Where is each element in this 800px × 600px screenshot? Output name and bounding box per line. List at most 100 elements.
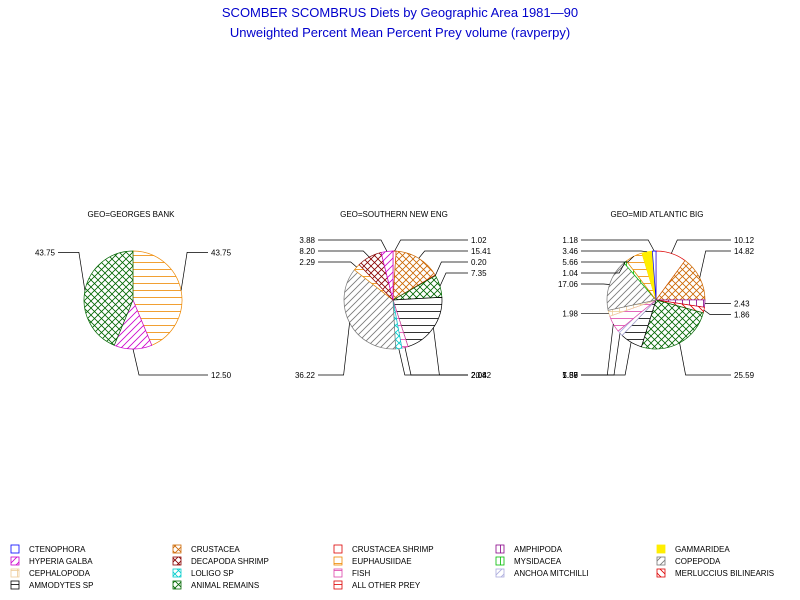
legend-label: CEPHALOPODA <box>29 569 91 578</box>
slice-value-label: 25.59 <box>734 371 755 380</box>
legend-item-cephalopoda: CEPHALOPODA <box>10 568 91 578</box>
pie-title: GEO=SOUTHERN NEW ENG <box>340 210 448 219</box>
slice-value-label: 0.20 <box>471 258 487 267</box>
leader-line <box>435 261 468 276</box>
leader-line <box>394 239 468 252</box>
leader-line <box>180 252 208 291</box>
legend-item-euphausiidae: EUPHAUSIIDAE <box>333 556 412 566</box>
slice-value-label: 1.89 <box>562 371 578 380</box>
slice-value-label: 2.04 <box>471 371 487 380</box>
legend-swatch <box>333 568 343 578</box>
legend-item-animal-remains: ANIMAL REMAINS <box>172 580 259 590</box>
slice-value-label: 7.35 <box>471 269 487 278</box>
slice-value-label: 12.50 <box>211 371 232 380</box>
legend-item-fish: FISH <box>333 568 370 578</box>
legend-swatch <box>10 568 20 578</box>
pie-title: GEO=MID ATLANTIC BIG <box>611 210 704 219</box>
slice-value-label: 43.75 <box>35 248 56 257</box>
leader-line <box>703 309 731 315</box>
slice-value-label: 10.12 <box>734 236 755 245</box>
legend-swatch <box>333 580 343 590</box>
pie-title: GEO=GEORGES BANK <box>88 210 176 219</box>
legend-swatch <box>10 556 20 566</box>
leader-line <box>318 250 370 258</box>
legend: CTENOPHORA CRUSTACEA CRUSTACEA SHRIMP AMPHI… <box>10 544 774 590</box>
slice-value-label: 2.29 <box>299 258 315 267</box>
slice-value-label: 2.04 <box>471 371 487 380</box>
slice-ctenophora <box>651 250 657 301</box>
leader-line <box>318 322 350 376</box>
legend-swatch <box>495 544 505 554</box>
legend-swatch <box>495 556 505 566</box>
legend-label: GAMMARIDEA <box>675 545 730 554</box>
leader-line <box>318 239 388 252</box>
legend-item-crustacea: CRUSTACEA <box>172 544 240 554</box>
slice-value-label: 36.22 <box>295 371 316 380</box>
legend-label: CRUSTACEA SHRIMP <box>352 545 434 554</box>
slice-value-label: 3.46 <box>562 247 578 256</box>
slice-crustacea <box>392 250 436 301</box>
leader-line <box>132 348 208 376</box>
legend-swatch <box>333 556 343 566</box>
leader-line <box>439 272 468 287</box>
chart-title: SCOMBER SCOMBRUS Diets by Geographic Are… <box>221 5 579 20</box>
pie-geo-mid-atlantic-big: GEO=MID ATLANTIC BIG 10.12 14.82 2.43 1.86 25… <box>558 210 755 380</box>
leader-line <box>679 342 731 376</box>
leader-line <box>581 261 626 274</box>
slice-value-label: 43.75 <box>211 248 232 257</box>
legend-item-decapoda-shrimp: DECAPODA SHRIMP <box>172 556 269 566</box>
legend-swatch <box>333 544 343 554</box>
legend-swatch <box>172 544 182 554</box>
slice-value-label: 14.82 <box>734 247 755 256</box>
legend-label: AMPHIPODA <box>514 545 563 554</box>
legend-swatch <box>10 544 20 554</box>
legend-swatch <box>172 568 182 578</box>
pie-geo-georges-bank: GEO=GEORGES BANK 43.75 12.50 43.75 <box>35 210 232 380</box>
legend-swatch <box>172 580 182 590</box>
legend-item-ctenophora: CTENOPHORA <box>10 544 86 554</box>
leader-line <box>581 283 610 285</box>
legend-item-loligo-sp: LOLIGO SP <box>172 568 234 578</box>
leader-line <box>58 252 86 291</box>
legend-item-mysidacea: MYSIDACEA <box>495 556 562 566</box>
slice-value-label: 3.88 <box>299 236 315 245</box>
leader-line <box>418 250 468 259</box>
slice-animal-remains <box>83 250 134 346</box>
slice-value-label: 5.66 <box>562 258 578 267</box>
legend-label: ANCHOA MITCHILLI <box>514 569 589 578</box>
legend-label: EUPHAUSIIDAE <box>352 557 412 566</box>
slice-value-label: 15.41 <box>471 247 492 256</box>
slice-value-label: 2.43 <box>734 300 750 309</box>
pie-geo-southern-new-eng: GEO=SOUTHERN NEW ENG 1.02 15.41 0.20 7.35 20.… <box>295 210 492 380</box>
slice-copepoda <box>343 269 397 350</box>
legend-swatch <box>656 568 666 578</box>
legend-label: FISH <box>352 569 370 578</box>
legend-item-crustacea-shrimp: CRUSTACEA SHRIMP <box>333 544 434 554</box>
legend-label: AMMODYTES SP <box>29 581 93 590</box>
slice-copepoda <box>606 262 657 311</box>
slice-value-label: 20.82 <box>471 371 492 380</box>
leader-line <box>581 256 635 263</box>
legend-label: CRUSTACEA <box>191 545 240 554</box>
leader-line <box>581 342 632 376</box>
leader-line <box>581 239 655 252</box>
legend-label: MERLUCCIUS BILINEARIS <box>675 569 774 578</box>
legend-item-merluccius-bilinearis: MERLUCCIUS BILINEARIS <box>656 568 774 578</box>
legend-swatch <box>10 580 20 590</box>
chart-subtitle: Unweighted Percent Mean Percent Prey vol… <box>229 25 571 40</box>
leader-line <box>581 323 614 376</box>
legend-item-ammodytes-sp: AMMODYTES SP <box>10 580 93 590</box>
legend-swatch <box>495 568 505 578</box>
leader-line <box>318 261 357 268</box>
slice-value-label: 7.37 <box>562 371 578 380</box>
legend-item-copepoda: COPEPODA <box>656 556 721 566</box>
leader-line <box>433 327 468 376</box>
legend-swatch <box>172 556 182 566</box>
leader-line <box>699 250 731 278</box>
slice-value-label: 1.98 <box>562 309 578 318</box>
legend-swatch <box>656 544 666 554</box>
legend-item-all-other-prey: ALL OTHER PREY <box>333 580 421 590</box>
leader-line <box>581 333 621 376</box>
slice-animal-remains <box>640 299 704 350</box>
